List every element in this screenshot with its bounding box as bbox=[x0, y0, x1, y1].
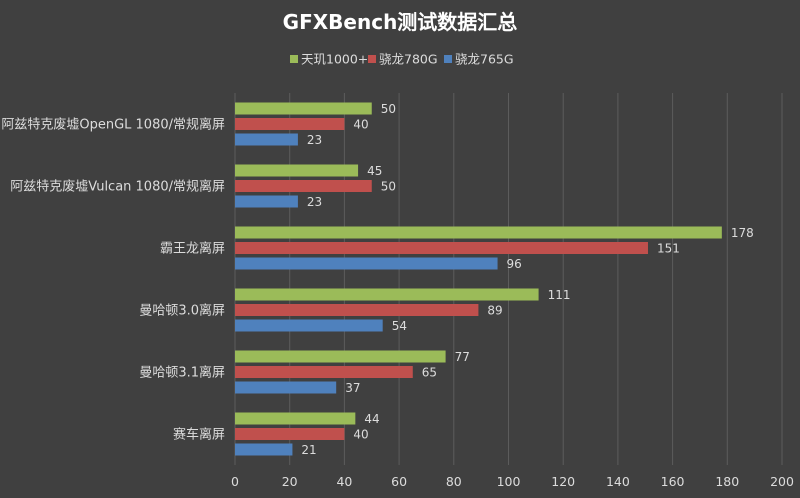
x-tick-label: 0 bbox=[231, 474, 239, 489]
x-tick-label: 200 bbox=[770, 474, 794, 489]
bar bbox=[235, 180, 372, 192]
data-label: 89 bbox=[487, 304, 502, 318]
x-tick-label: 160 bbox=[661, 474, 685, 489]
bar bbox=[235, 319, 383, 332]
legend-swatch bbox=[290, 55, 298, 63]
data-label: 23 bbox=[307, 133, 322, 147]
x-tick-label: 140 bbox=[606, 474, 630, 489]
data-label: 96 bbox=[507, 257, 522, 271]
bar bbox=[235, 226, 722, 239]
data-label: 111 bbox=[548, 288, 571, 302]
bar bbox=[235, 381, 337, 394]
x-tick-label: 80 bbox=[446, 474, 462, 489]
grid bbox=[234, 93, 783, 465]
data-label: 50 bbox=[381, 102, 396, 116]
bar bbox=[235, 428, 345, 440]
data-label: 40 bbox=[353, 428, 368, 442]
bar bbox=[235, 164, 359, 177]
x-tick-label: 60 bbox=[391, 474, 407, 489]
bar bbox=[235, 288, 539, 301]
x-tick-label: 20 bbox=[282, 474, 298, 489]
x-tick-label: 40 bbox=[336, 474, 352, 489]
x-axis-ticks: 0 20 40 60 80 100 120 140 160 180 200 bbox=[231, 474, 794, 489]
bar bbox=[235, 350, 446, 363]
x-tick-label: 180 bbox=[715, 474, 739, 489]
bar bbox=[235, 366, 413, 378]
data-label: 44 bbox=[364, 412, 379, 426]
bars: 50 40 23 45 50 23 178 151 96 111 89 54 77 65 37 44 40 21 bbox=[235, 102, 754, 457]
bar bbox=[235, 242, 648, 254]
legend-swatch bbox=[368, 55, 376, 63]
bar bbox=[235, 443, 293, 456]
bar bbox=[235, 412, 356, 425]
bar bbox=[235, 257, 498, 270]
data-label: 151 bbox=[657, 242, 680, 256]
category-label: 霸王龙离屏 bbox=[160, 241, 225, 257]
data-label: 37 bbox=[345, 381, 360, 395]
legend-label: 骁龙765G bbox=[455, 52, 514, 67]
bar bbox=[235, 102, 372, 115]
data-label: 45 bbox=[367, 164, 382, 178]
bar bbox=[235, 195, 298, 208]
data-label: 50 bbox=[381, 180, 396, 194]
x-tick-label: 120 bbox=[551, 474, 575, 489]
category-label: 赛车离屏 bbox=[173, 427, 225, 443]
data-label: 54 bbox=[392, 319, 407, 333]
category-label: 曼哈顿3.1离屏 bbox=[139, 365, 225, 381]
bar bbox=[235, 133, 298, 146]
category-label: 阿兹特克废墟Vulcan 1080/常规离屏 bbox=[10, 179, 225, 195]
x-tick-label: 100 bbox=[497, 474, 521, 489]
data-label: 23 bbox=[307, 195, 322, 209]
data-label: 21 bbox=[301, 443, 316, 457]
category-label: 阿兹特克废墟OpenGL 1080/常规离屏 bbox=[1, 117, 225, 133]
data-label: 178 bbox=[731, 226, 754, 240]
legend: 天玑1000+ 骁龙780G 骁龙765G bbox=[290, 52, 514, 67]
bar bbox=[235, 118, 345, 130]
legend-label: 骁龙780G bbox=[379, 52, 438, 67]
data-label: 65 bbox=[422, 366, 437, 380]
bar bbox=[235, 304, 479, 316]
chart-title: GFXBench测试数据汇总 bbox=[283, 10, 518, 34]
legend-label: 天玑1000+ bbox=[301, 52, 368, 67]
data-label: 40 bbox=[353, 118, 368, 132]
data-label: 77 bbox=[455, 350, 470, 364]
category-label: 曼哈顿3.0离屏 bbox=[139, 303, 225, 319]
legend-swatch bbox=[444, 55, 452, 63]
